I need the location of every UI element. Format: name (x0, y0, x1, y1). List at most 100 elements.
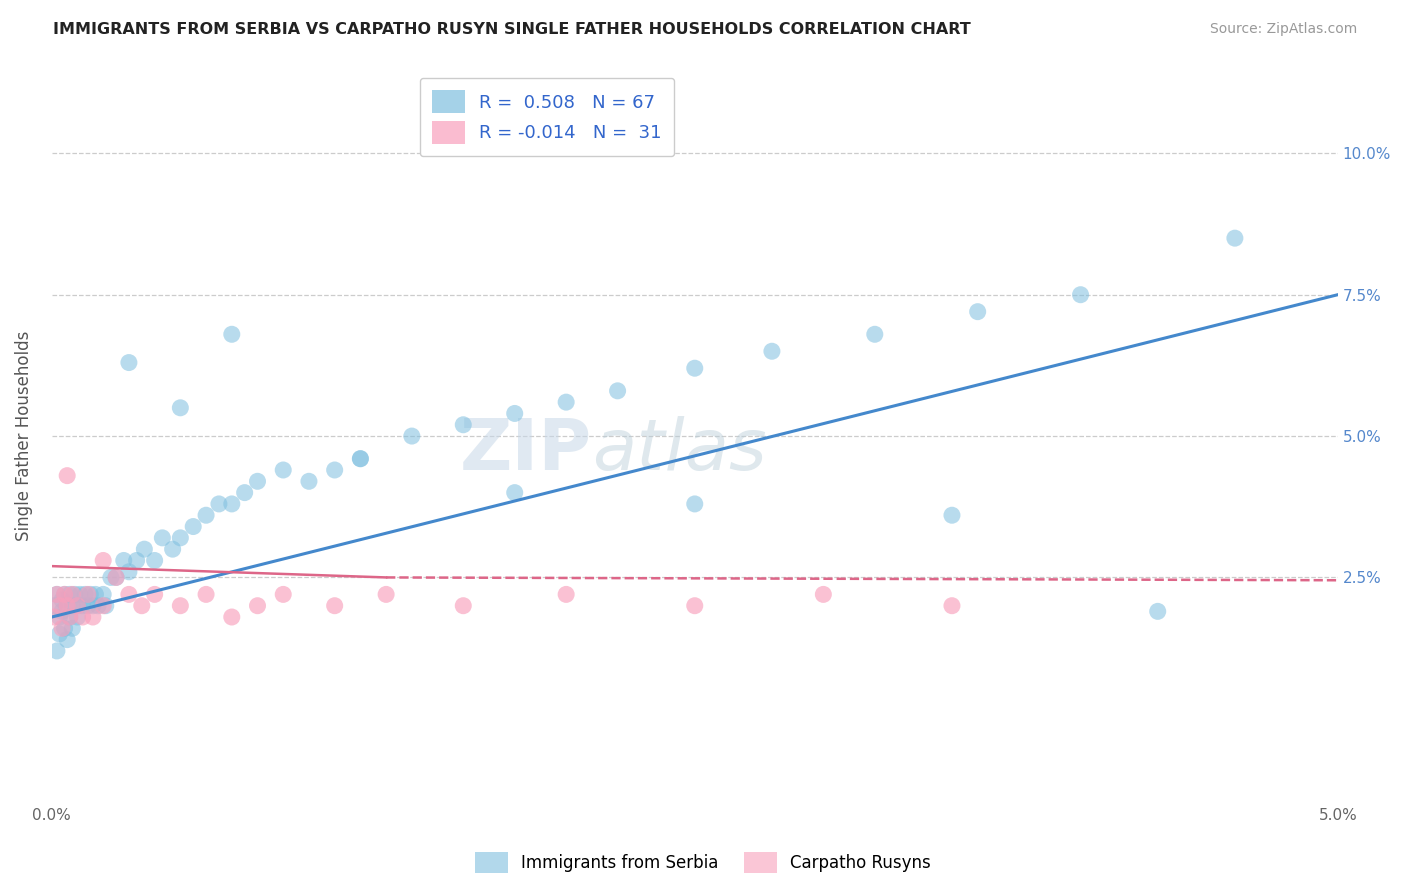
Point (118, 355, 141, 369)
Point (169, 599, 191, 613)
Point (53, 587, 76, 601)
Point (1146, 604, 1168, 618)
Point (76, 599, 98, 613)
Point (966, 304, 988, 318)
Point (48, 599, 70, 613)
Point (84, 587, 107, 601)
Point (131, 599, 153, 613)
Point (105, 570, 128, 584)
Point (349, 451, 371, 466)
Point (44, 610, 66, 624)
Point (72, 610, 94, 624)
Point (555, 587, 578, 601)
Point (82, 599, 104, 613)
Point (941, 508, 963, 523)
Point (233, 485, 256, 500)
Point (169, 531, 191, 545)
Point (72, 599, 94, 613)
Point (112, 553, 135, 567)
Point (82, 610, 104, 624)
Point (60, 621, 83, 635)
Point (59, 610, 82, 624)
Point (66, 599, 89, 613)
Point (51, 604, 73, 618)
Point (162, 542, 184, 557)
Legend: Immigrants from Serbia, Carpatho Rusyns: Immigrants from Serbia, Carpatho Rusyns (468, 846, 938, 880)
Point (66, 599, 89, 613)
Point (323, 599, 346, 613)
Point (298, 475, 321, 489)
Point (169, 401, 191, 415)
Point (375, 587, 398, 601)
Point (323, 463, 346, 477)
Point (1070, 287, 1092, 301)
Point (59, 610, 82, 624)
Text: IMMIGRANTS FROM SERBIA VS CARPATHO RUSYN SINGLE FATHER HOUSEHOLDS CORRELATION CH: IMMIGRANTS FROM SERBIA VS CARPATHO RUSYN… (53, 22, 972, 37)
Point (56, 599, 79, 613)
Point (53, 621, 76, 635)
Point (45, 587, 67, 601)
Point (60, 599, 83, 613)
Point (221, 327, 243, 342)
Point (59, 587, 82, 601)
Point (56, 468, 79, 483)
Point (125, 553, 148, 567)
Point (683, 599, 706, 613)
Point (56, 632, 79, 647)
Text: atlas: atlas (592, 417, 766, 485)
Point (143, 553, 166, 567)
Point (79, 587, 101, 601)
Point (195, 587, 218, 601)
Point (761, 344, 783, 359)
Point (66, 610, 89, 624)
Point (181, 519, 204, 533)
Point (683, 361, 706, 376)
Point (100, 570, 122, 584)
Point (56, 599, 79, 613)
Point (246, 475, 269, 489)
Point (503, 485, 526, 500)
Point (1223, 231, 1246, 245)
Point (48, 610, 70, 624)
Point (63, 587, 86, 601)
Point (150, 531, 173, 545)
Point (75, 587, 97, 601)
Point (271, 587, 294, 601)
Point (195, 508, 218, 523)
Point (503, 407, 526, 421)
Point (555, 395, 578, 409)
Point (91, 599, 114, 613)
Point (51, 621, 73, 635)
Point (941, 599, 963, 613)
Point (349, 451, 371, 466)
Point (683, 497, 706, 511)
Point (143, 587, 166, 601)
Text: Source: ZipAtlas.com: Source: ZipAtlas.com (1209, 22, 1357, 37)
Point (60, 587, 83, 601)
Point (271, 463, 294, 477)
Point (863, 327, 886, 342)
Y-axis label: Single Father Households: Single Father Households (15, 331, 32, 541)
Point (208, 497, 231, 511)
Point (813, 587, 835, 601)
Point (401, 429, 423, 443)
Point (451, 417, 474, 432)
Point (221, 497, 243, 511)
Point (105, 570, 128, 584)
Text: ZIP: ZIP (460, 417, 592, 485)
Point (69, 587, 91, 601)
Legend: R =  0.508   N = 67, R = -0.014   N =  31: R = 0.508 N = 67, R = -0.014 N = 31 (419, 78, 675, 156)
Point (87, 599, 110, 613)
Point (45, 587, 67, 601)
Point (91, 553, 114, 567)
Point (48, 627, 70, 641)
Point (134, 542, 156, 557)
Point (451, 599, 474, 613)
Point (45, 644, 67, 658)
Point (51, 593, 73, 607)
Point (44, 599, 66, 613)
Point (76, 587, 98, 601)
Point (91, 587, 114, 601)
Point (606, 384, 628, 398)
Point (246, 599, 269, 613)
